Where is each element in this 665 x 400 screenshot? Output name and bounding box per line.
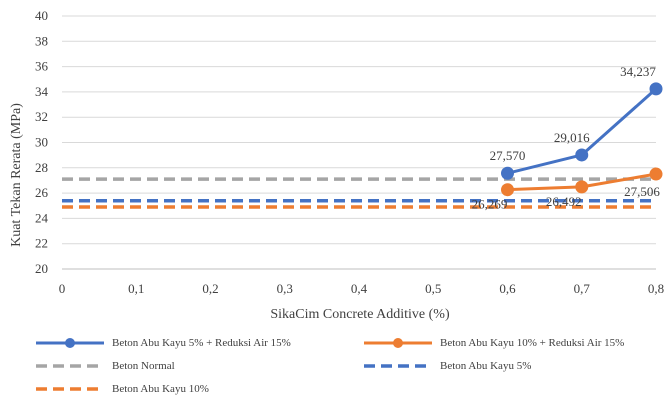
y-tick-label: 24	[35, 210, 49, 225]
gridlines	[62, 15, 656, 270]
data-label: 29,016	[554, 130, 590, 145]
y-tick-label: 26	[35, 185, 49, 200]
legend-label: Beton Abu Kayu 10%	[112, 383, 209, 395]
x-tick-label: 0,2	[202, 281, 218, 296]
y-tick-label: 28	[35, 160, 48, 175]
legend-item-series-4: Beton Abu Kayu 5%	[362, 357, 531, 375]
x-tick-label: 0,6	[499, 281, 516, 296]
legend-swatch-dash-icon	[36, 387, 104, 391]
x-tick-label: 0	[59, 281, 66, 296]
legend-label: Beton Abu Kayu 5% + Reduksi Air 15%	[112, 337, 291, 349]
data-point	[575, 180, 589, 194]
data-point	[501, 166, 514, 180]
data-label: 26,492	[546, 194, 582, 209]
x-tick-label: 0,5	[425, 281, 441, 296]
x-tick-label: 0,3	[277, 281, 293, 296]
y-tick-label: 40	[35, 8, 48, 23]
legend: Beton Abu Kayu 5% + Reduksi Air 15% Beto…	[0, 330, 665, 400]
data-label: 27,506	[624, 184, 660, 199]
reference-lines	[62, 177, 656, 209]
x-axis-title: SikaCim Concrete Additive (%)	[270, 307, 450, 322]
data-point	[575, 148, 589, 162]
legend-label: Beton Normal	[112, 360, 175, 372]
legend-item-series-1: Beton Abu Kayu 5% + Reduksi Air 15%	[34, 334, 291, 352]
data-label: 26,269	[472, 197, 508, 212]
legend-swatch-dash-icon	[36, 364, 104, 368]
y-tick-label: 34	[35, 84, 49, 99]
legend-swatch-line-icon	[364, 338, 432, 348]
x-tick-label: 0,4	[351, 281, 368, 296]
legend-item-series-5: Beton Abu Kayu 10%	[34, 380, 209, 398]
legend-label: Beton Abu Kayu 5%	[440, 360, 532, 372]
x-tick-label: 0,1	[128, 281, 144, 296]
legend-item-series-3: Beton Normal	[34, 357, 175, 375]
y-tick-label: 32	[35, 109, 48, 124]
data-label: 34,237	[620, 64, 656, 79]
y-tick-label: 30	[35, 135, 48, 150]
legend-label: Beton Abu Kayu 10% + Reduksi Air 15%	[440, 337, 625, 349]
data-label: 27,570	[490, 148, 526, 163]
y-tick-label: 38	[35, 33, 48, 48]
x-tick-label: 0,7	[574, 281, 591, 296]
y-tick-label: 22	[35, 236, 48, 251]
legend-item-series-2: Beton Abu Kayu 10% + Reduksi Air 15%	[362, 334, 624, 352]
legend-swatch-line-icon	[36, 338, 104, 348]
y-tick-label: 20	[35, 261, 48, 276]
legend-swatch-dash-icon	[364, 364, 432, 368]
y-axis-title: Kuat Tekan Rerata (MPa)	[9, 103, 24, 247]
data-point	[501, 183, 514, 197]
x-tick-label: 0,8	[648, 281, 664, 296]
data-point	[649, 82, 663, 96]
data-labels: 27,570 29,016 34,237 26,269 26,492 27,506	[472, 64, 661, 212]
tick-labels: 20 22 24 26 28 30 32 34 36 38 40 0 0,1 0,2 0,3 0,4 0,5 0,…	[35, 8, 664, 296]
y-tick-label: 36	[35, 59, 49, 74]
data-point	[649, 167, 663, 181]
data-series	[501, 82, 663, 197]
